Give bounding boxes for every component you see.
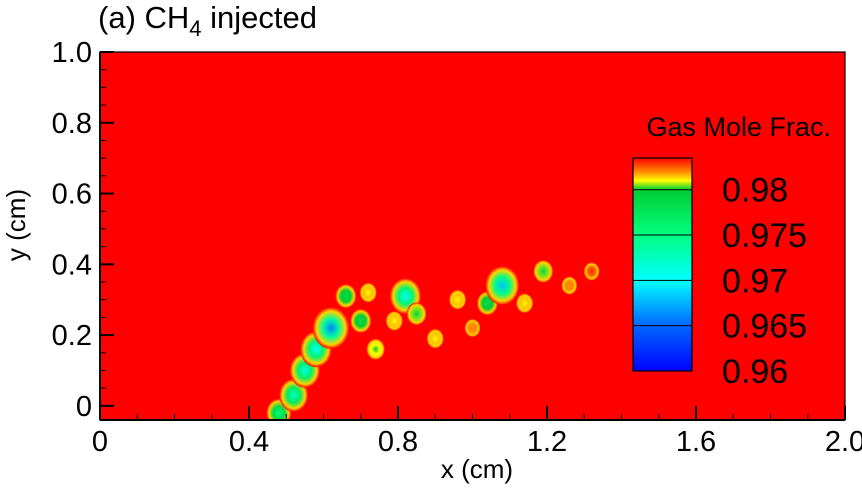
mixing-blob (464, 318, 481, 338)
mixing-blob (485, 266, 520, 305)
mixing-blob (583, 262, 600, 281)
colorbar-tick-label: 0.96 (722, 353, 788, 391)
mixing-blob (366, 338, 385, 360)
colorbar-tick-label: 0.975 (722, 217, 807, 255)
y-tick-label: 0.2 (52, 320, 92, 352)
x-axis: 0 0.4 0.8 1.2 1.6 2.0 (92, 406, 862, 458)
colorbar-tick-label: 0.965 (722, 308, 807, 346)
x-axis-title: x (cm) (441, 454, 513, 484)
y-tick-label: 0 (76, 391, 92, 423)
mixing-blob (350, 308, 372, 334)
blob-layer (266, 259, 600, 420)
panel-title-main: (a) CH (98, 0, 189, 35)
colorbar: Gas Mole Frac. 0.98 0.975 0.97 0.965 0.96 (632, 112, 831, 391)
y-tick-label: 0.4 (52, 249, 92, 281)
mixing-blob (448, 289, 467, 310)
x-tick-label: 2.0 (825, 426, 862, 458)
mixing-blob (516, 293, 534, 314)
y-tick-label: 0.6 (52, 179, 92, 211)
colorbar-gradient (632, 157, 693, 372)
mixing-blob (533, 259, 554, 283)
panel-title-subscript: 4 (189, 16, 201, 41)
x-tick-label: 0.8 (378, 426, 418, 458)
mixing-blob (406, 302, 427, 326)
mixing-blob (359, 282, 377, 303)
plot-area (99, 51, 846, 421)
mixing-blob (561, 276, 578, 295)
x-tick-label: 0.4 (229, 426, 269, 458)
mixing-blob (335, 284, 357, 309)
colorbar-tick-label: 0.97 (722, 262, 788, 300)
y-tick-label: 0.8 (52, 108, 92, 140)
mixing-blob (312, 307, 350, 349)
x-tick-label: 0 (92, 426, 108, 458)
colorbar-title: Gas Mole Frac. (646, 112, 831, 142)
y-tick-label: 1.0 (52, 37, 92, 69)
panel-title-suffix: injected (202, 0, 317, 35)
mixing-blob (426, 328, 444, 349)
colorbar-tick-label: 0.98 (722, 172, 788, 210)
x-tick-label: 1.2 (527, 426, 567, 458)
field-background (100, 52, 845, 420)
mixing-blob (385, 310, 403, 331)
panel-title: (a) CH4 injected (98, 0, 317, 41)
y-axis: 0 0.2 0.4 0.6 0.8 1.0 (52, 37, 114, 423)
x-tick-label: 1.6 (676, 426, 716, 458)
y-axis-title: y (cm) (1, 189, 31, 261)
